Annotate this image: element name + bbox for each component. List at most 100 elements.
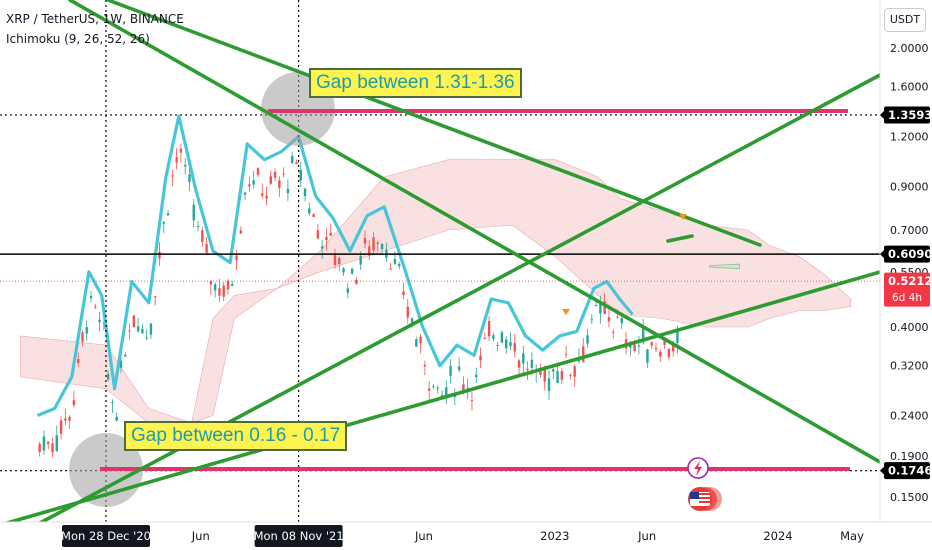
y-tick-label: 2.0000	[890, 42, 929, 55]
y-tick-label: 1.2000	[890, 131, 929, 144]
ichimoku-cloud	[20, 159, 852, 424]
candle-body	[419, 336, 422, 344]
candle-body	[98, 319, 101, 323]
candle-body	[55, 435, 58, 451]
candle-body	[363, 237, 367, 244]
signal-marker-1	[562, 309, 570, 315]
candle-body	[479, 355, 482, 361]
candle-body	[226, 280, 230, 290]
candle-body	[368, 246, 371, 256]
candle-body	[629, 345, 632, 348]
candle-body	[427, 388, 431, 391]
candle-body	[265, 195, 268, 199]
candle-body	[410, 318, 414, 324]
x-tick-label: 2024	[763, 529, 792, 543]
candle-body	[286, 188, 290, 194]
time-axis-bg[interactable]	[0, 522, 932, 550]
candle-body	[42, 436, 46, 451]
y-tick-label: 0.3200	[890, 360, 929, 373]
candle-body	[547, 378, 551, 392]
candle-body	[462, 384, 465, 391]
candle-body	[475, 374, 478, 378]
y-tick-label: 0.7000	[890, 224, 929, 237]
price-tag-0-5212: 0.5212 6d 4h	[884, 272, 932, 307]
candle-body	[273, 171, 277, 178]
candle-body	[51, 443, 54, 453]
candle-body	[76, 358, 80, 364]
candle-body	[303, 188, 307, 197]
candle-body	[671, 342, 675, 352]
candle-body	[218, 288, 221, 296]
candle-body	[582, 346, 585, 362]
candle-body	[290, 156, 294, 164]
candle-body	[111, 402, 114, 404]
candle-body	[243, 192, 247, 195]
cloud-future-segment	[709, 263, 740, 270]
x-tick-crosshair-label: Mon 08 Nov '21	[254, 525, 344, 547]
price-tag-value: 1.3593	[888, 108, 932, 122]
candle-body	[68, 416, 71, 421]
annotation-gap-top[interactable]: Gap between 1.31-1.36	[309, 68, 522, 98]
candle-body	[522, 353, 525, 364]
candle-body	[171, 175, 174, 177]
x-tick-label: Jun	[191, 529, 210, 543]
candle-body	[513, 343, 516, 352]
candle-body	[449, 365, 452, 376]
price-tag-0-6090: 0.6090	[880, 245, 932, 263]
candle-body	[124, 354, 127, 357]
candle-body	[659, 351, 662, 357]
chart-legend: XRP / TetherUS, 1W, BINANCE Ichimoku (9,…	[6, 9, 184, 49]
candle-body	[316, 230, 320, 239]
price-tag-value: 0.5212	[888, 274, 932, 288]
candle-body	[196, 226, 200, 228]
trendline-4	[106, 0, 762, 247]
candle-body	[205, 244, 208, 253]
price-tag-0-1746: 0.1746	[880, 462, 932, 480]
candle-body	[162, 222, 165, 224]
x-tick-crosshair-label: Mon 28 Dec '20	[61, 525, 151, 547]
candle-body	[299, 169, 302, 181]
indicator-label: Ichimoku (9, 26, 52, 26)	[6, 32, 150, 46]
candle-body	[85, 327, 88, 334]
candle-body	[389, 268, 392, 270]
annotation-gap-bottom[interactable]: Gap between 0.16 - 0.17	[124, 421, 348, 451]
y-tick-label: 1.6000	[890, 81, 929, 94]
event-flag-icon[interactable]	[688, 487, 722, 511]
candle-body	[423, 364, 427, 367]
candle-body	[231, 284, 234, 286]
candle-body	[346, 288, 350, 293]
candle-body	[569, 375, 572, 377]
candle-body	[282, 173, 285, 175]
candle-body	[312, 214, 315, 218]
candle-body	[646, 349, 649, 363]
candle-body	[415, 339, 418, 347]
y-tick-label: 0.4000	[890, 321, 929, 334]
candle-body	[179, 148, 183, 153]
candle-body	[663, 339, 666, 346]
candle-body	[119, 360, 123, 368]
candle-body	[94, 306, 97, 308]
signal-marker-2	[679, 214, 687, 220]
price-tag-1-3593: 1.3593	[880, 106, 932, 124]
candle-body	[556, 371, 559, 383]
candle-body	[308, 208, 311, 214]
candle-body	[676, 330, 679, 344]
x-tick-label: Jun	[414, 529, 433, 543]
candle-body	[496, 344, 499, 346]
currency-unit-button[interactable]: USDT	[884, 8, 926, 32]
candle-body	[612, 331, 615, 333]
bar-countdown: 6d 4h	[892, 292, 922, 304]
candle-body	[47, 441, 50, 445]
candle-body	[355, 279, 358, 284]
candle-body	[295, 162, 298, 164]
x-tick-label: May	[840, 529, 864, 543]
candle-body	[158, 251, 161, 259]
event-lightning-icon[interactable]	[687, 457, 709, 479]
candle-body	[325, 236, 328, 240]
candle-body	[560, 370, 564, 380]
candle-body	[650, 342, 653, 346]
price-tag-value: 0.6090	[888, 247, 932, 261]
